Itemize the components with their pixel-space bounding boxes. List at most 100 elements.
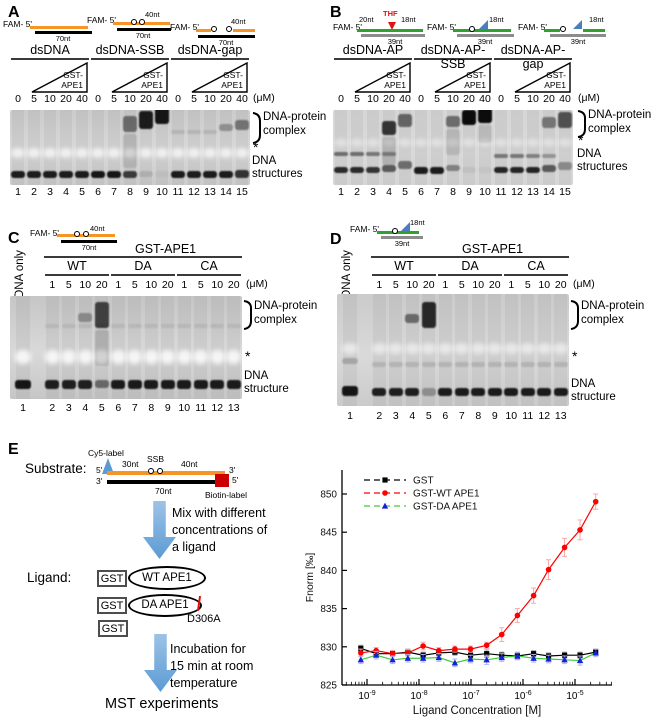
length-label: 70nt xyxy=(155,486,172,496)
svg-text:Fnorm [‰]: Fnorm [‰] xyxy=(304,553,316,603)
conc-label: 40 xyxy=(399,93,411,105)
gel-band xyxy=(388,362,403,367)
gel-star-band xyxy=(365,139,381,146)
complex-annotation: complex xyxy=(588,123,631,135)
gel-band xyxy=(446,129,460,155)
conc-label: 40 xyxy=(76,93,88,105)
gel-band xyxy=(139,171,153,177)
orange-strand xyxy=(107,471,225,475)
gel-band xyxy=(210,380,225,389)
lane-number: 1 xyxy=(338,186,344,198)
gel-lane xyxy=(235,110,249,185)
gel-band xyxy=(421,302,436,328)
length-label: 40nt xyxy=(181,459,198,469)
group-underline xyxy=(372,274,436,276)
header-rule xyxy=(371,256,569,258)
black-strand xyxy=(107,480,215,484)
gel-lane xyxy=(334,110,348,185)
gel-star-band xyxy=(138,148,154,158)
wt-ape1-oval: WT APE1 xyxy=(128,566,206,590)
lane-number: 8 xyxy=(148,402,155,414)
lane-number: 6 xyxy=(95,186,101,198)
gel-star-band xyxy=(445,139,461,146)
gel-star-band xyxy=(371,343,387,354)
lane-number: 4 xyxy=(82,402,89,414)
gel-star-band xyxy=(143,350,159,364)
ligand-label: Ligand: xyxy=(27,570,72,585)
gel-lane xyxy=(11,110,25,185)
gel-band xyxy=(127,380,142,389)
gel-lane xyxy=(155,110,169,185)
length-label: 70nt xyxy=(135,31,151,40)
gel-band xyxy=(510,167,524,173)
complex-annotation: DNA-protein xyxy=(263,111,327,123)
conc-label: 1 xyxy=(442,279,449,291)
lane-number: 10 xyxy=(156,186,168,198)
gel-band xyxy=(382,165,396,172)
gel-lane xyxy=(43,110,57,185)
gel-band xyxy=(494,154,508,158)
flap-triangle-icon xyxy=(401,222,410,231)
nick-circle-icon xyxy=(139,19,145,25)
lane-number: 1 xyxy=(15,186,21,198)
titration-ramp: GST-APE1 xyxy=(111,62,168,93)
gel-band xyxy=(203,171,217,178)
group-underline xyxy=(171,58,249,60)
gel-band xyxy=(45,324,60,328)
green-strand xyxy=(544,29,560,32)
black-strand xyxy=(35,31,92,34)
header-rule xyxy=(44,256,242,258)
lane-number: 7 xyxy=(131,402,138,414)
gel-band xyxy=(542,117,556,128)
gel-star-band xyxy=(397,139,413,146)
conc-label: 5 xyxy=(514,93,520,105)
arrow2-text: temperature xyxy=(170,676,238,690)
gel-band xyxy=(454,362,469,367)
gel-star-band xyxy=(536,343,552,354)
gel-lane xyxy=(91,110,105,185)
group-underline xyxy=(111,274,175,276)
cy5-label: Cy5-label xyxy=(88,448,124,458)
conc-label: 20 xyxy=(488,279,501,291)
dna-only-label: DNA only xyxy=(341,250,353,298)
structure-annotation: DNA xyxy=(571,378,596,390)
gel-lane xyxy=(558,110,572,185)
star-annotation: * xyxy=(572,348,578,364)
lane-number: 5 xyxy=(98,402,105,414)
gel-star-band xyxy=(58,148,74,158)
gel-band xyxy=(127,324,142,328)
thf-triangle-icon xyxy=(388,22,396,30)
conc-label: 5 xyxy=(131,279,138,291)
gel-band xyxy=(446,116,460,127)
conc-label: 20 xyxy=(95,279,108,291)
gel-lane xyxy=(510,110,524,185)
gel-band xyxy=(43,171,57,178)
svg-text:APE1: APE1 xyxy=(384,80,406,90)
lane-number: 6 xyxy=(418,186,424,198)
gel-band xyxy=(372,388,387,396)
gel-lane xyxy=(219,110,233,185)
lane-number: 14 xyxy=(543,186,555,198)
gel-lane xyxy=(75,110,89,185)
length-label: 39nt xyxy=(477,37,493,46)
prime-label: 3' xyxy=(96,476,103,486)
conc-label: 10 xyxy=(204,93,216,105)
gel-star-band xyxy=(525,139,541,146)
thf-label: THF xyxy=(383,9,398,18)
gel-star-band xyxy=(202,148,218,158)
conc-label: 5 xyxy=(392,279,399,291)
green-strand xyxy=(453,29,511,32)
gel-band xyxy=(350,167,364,173)
orange-strand xyxy=(233,29,255,32)
biotin-square-icon xyxy=(215,474,229,487)
panel-a-label: A xyxy=(8,4,20,21)
titration-ramp: GST-APE1 xyxy=(354,62,411,93)
complex-bracket xyxy=(577,110,586,138)
gel-band xyxy=(405,388,420,396)
gel-band xyxy=(342,386,358,396)
lane-number: 8 xyxy=(475,410,482,422)
gel-band xyxy=(388,388,403,396)
d306a-label: D306A xyxy=(187,613,221,625)
arrow1-text: Mix with different xyxy=(172,506,266,520)
conc-unit: (μM) xyxy=(578,92,600,104)
